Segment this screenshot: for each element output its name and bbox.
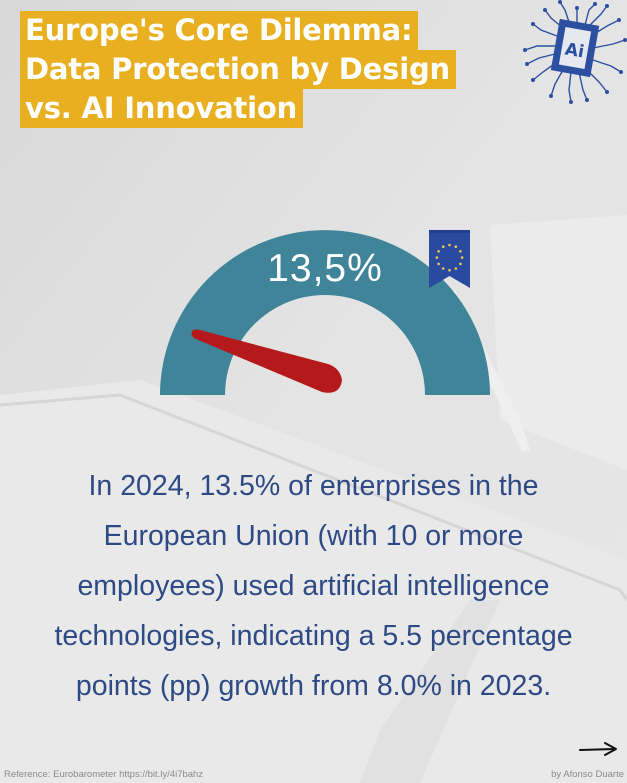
description-line-1: In 2024, 13.5% of enterprises in the: [88, 470, 539, 502]
arrow-right-icon[interactable]: [579, 741, 619, 757]
title-line-1: Europe's Core Dilemma:: [20, 11, 419, 50]
description-line-4: technologies, indicating a 5.5 percentag…: [54, 620, 573, 652]
ai-chip-label: Ai: [563, 39, 585, 62]
title-line-3: vs. AI Innovation: [20, 89, 304, 128]
eu-flag-ribbon-icon: [429, 230, 470, 288]
gauge-arc: [160, 230, 490, 395]
reference-text: Reference: Eurobarometer https://bit.ly/…: [4, 769, 204, 780]
author-byline: by Afonso Duarte: [551, 769, 624, 780]
gauge-needle: [191, 329, 342, 393]
description-line-5: points (pp) growth from 8.0% in 2023.: [75, 670, 552, 702]
ai-chip-icon: Ai: [523, 0, 627, 104]
title-line-2: Data Protection by Design: [20, 50, 456, 89]
description-text: In 2024, 13.5% of enterprises in the Eur…: [30, 461, 597, 711]
description-line-3: employees) used artificial intelligence: [77, 570, 550, 602]
gauge-value-label: 13,5%: [267, 247, 383, 290]
title-block: Europe's Core Dilemma: Data Protection b…: [20, 11, 456, 128]
description-line-2: European Union (with 10 or more: [103, 520, 524, 552]
